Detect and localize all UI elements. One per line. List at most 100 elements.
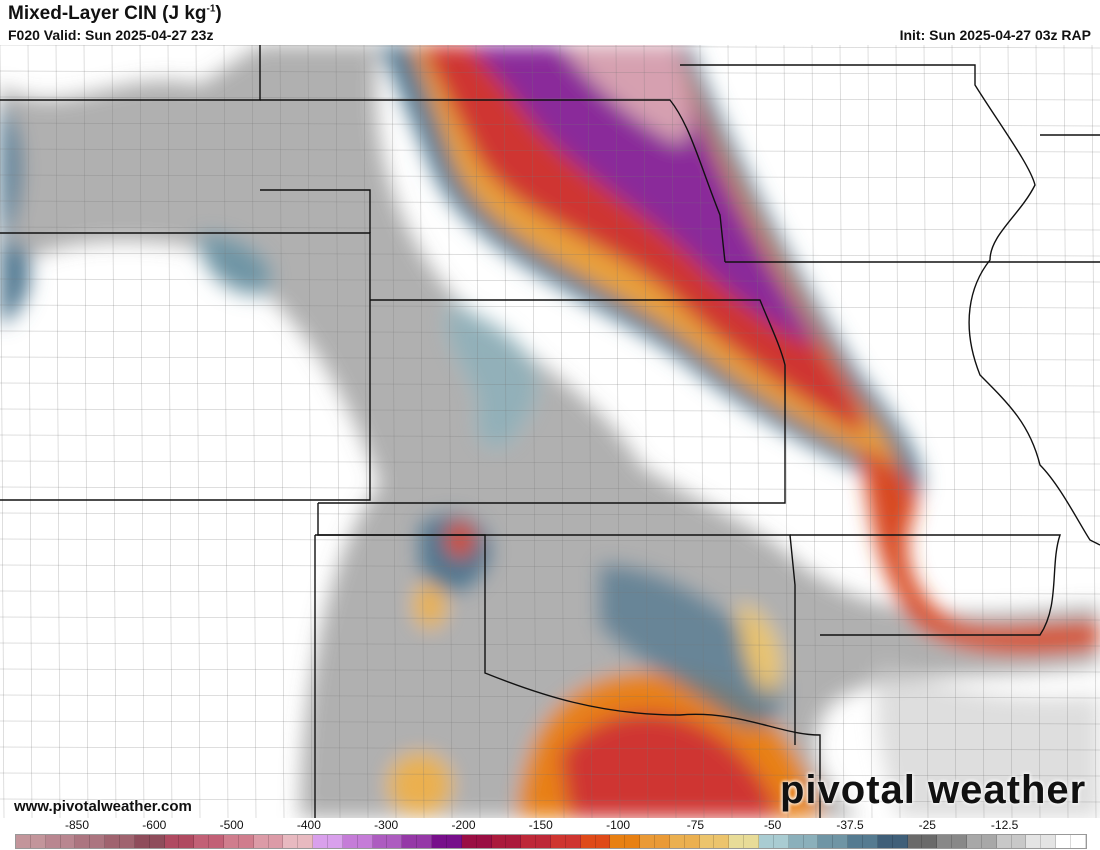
title-unit-exponent: -1 [206,3,216,15]
colorbar-cell [298,835,314,848]
colorbar-cell [491,835,507,848]
valid-time: F020 Valid: Sun 2025-04-27 23z [8,27,214,43]
cin-map [0,45,1100,818]
colorbar-cell [937,835,953,848]
colorbar-label: -75 [686,818,705,832]
colorbar [15,834,1087,849]
colorbar-cell [446,835,462,848]
colorbar-cell [342,835,358,848]
map-title: Mixed-Layer CIN (J kg-1) [8,3,222,25]
colorbar-cell [862,835,878,848]
colorbar-cell [922,835,938,848]
colorbar-label: -50 [764,818,782,832]
colorbar-cell [387,835,403,848]
colorbar-cell [268,835,284,848]
colorbar-cell [699,835,715,848]
init-time: Init: Sun 2025-04-27 03z RAP [899,27,1091,43]
colorbar-cell [550,835,566,848]
colorbar-cell [952,835,967,848]
colorbar-cell [788,835,804,848]
colorbar-label: -150 [528,818,553,832]
colorbar-cell [848,835,863,848]
title-text: Mixed-Layer CIN (J kg [8,3,207,24]
colorbar-cell [565,835,581,848]
colorbar-label: -300 [374,818,399,832]
south-dakota-border [260,99,726,263]
colorado-border [0,232,371,501]
colorbar-cell [164,835,180,848]
colorbar-cell [134,835,150,848]
colorbar-cell [461,835,477,848]
colorbar-cell [907,835,923,848]
cin-field [0,45,1100,818]
colorbar-cell [758,835,774,848]
colorbar-cell [45,835,61,848]
colorbar-cell [773,835,789,848]
missouri-south-border [790,534,1061,636]
title-end: ) [215,3,222,24]
colorbar-cell [432,835,447,848]
colorbar-cell [684,835,700,848]
kansas-border [318,299,786,504]
colorbar-cell [1071,835,1086,848]
colorbar-cell [372,835,388,848]
colorbar-cell [60,835,76,848]
colorbar-cell [580,835,596,848]
colorbar-cell [669,835,685,848]
colorbar-label: -500 [219,818,244,832]
colorbar-cell [714,835,730,848]
colorbar-cell [75,835,91,848]
colorbar-cell [120,835,135,848]
colorbar-cell [967,835,982,848]
colorbar-label: -25 [918,818,936,832]
colorbar-cell [877,835,893,848]
colorbar-cell [744,835,759,848]
colorbar-cell [105,835,121,848]
colorbar-label: -37.5 [836,818,864,832]
colorbar-cell [803,835,819,848]
colorbar-cell [729,835,745,848]
colorbar-cell [1056,835,1072,848]
colorbar-labels: -850 -600 -500 -400 -300 -200 -150 -100 -75 -50 -3… [0,818,1100,834]
colorbar-cell [521,835,537,848]
colorbar-label: -600 [142,818,167,832]
colorbar-cell [313,835,329,848]
colorbar-cell [402,835,418,848]
colorbar-cell [996,835,1012,848]
colorbar-cell [833,835,849,848]
colorbar-cell [506,835,522,848]
website-label: www.pivotalweather.com [14,798,192,815]
colorbar-cell [654,835,670,848]
state-borders [0,45,1100,818]
colorbar-cell [238,835,254,848]
colorbar-cell [224,835,239,848]
colorbar-cell [476,835,492,848]
colorbar-cell [90,835,106,848]
colorbar-cell [253,835,269,848]
colorbar-label: -200 [451,818,476,832]
colorbar-label: -100 [606,818,631,832]
colorbar-cell [981,835,997,848]
colorbar-cell [179,835,195,848]
colorbar-cell [417,835,433,848]
colorbar-cell [16,835,31,848]
colorbar-label: -12.5 [990,818,1019,832]
texas-oklahoma-border [315,534,821,818]
colorbar-cell [357,835,373,848]
colorbar-cell [1041,835,1057,848]
colorbar-cell [536,835,551,848]
colorbar-cell [1011,835,1027,848]
county-grid [0,45,1100,818]
colorbar-cell [328,835,343,848]
colorbar-cell [640,835,655,848]
colorbar-cell [283,835,299,848]
colorbar-cell [1026,835,1042,848]
colorbar-cell [30,835,46,848]
colorbar-cell [892,835,908,848]
colorbar-cell [595,835,611,848]
nebraska-west-border [260,189,371,233]
colorbar-cell [194,835,210,848]
colorbar-cell [209,835,225,848]
colorbar-label: -850 [64,818,90,832]
colorbar-label: -400 [296,818,321,832]
